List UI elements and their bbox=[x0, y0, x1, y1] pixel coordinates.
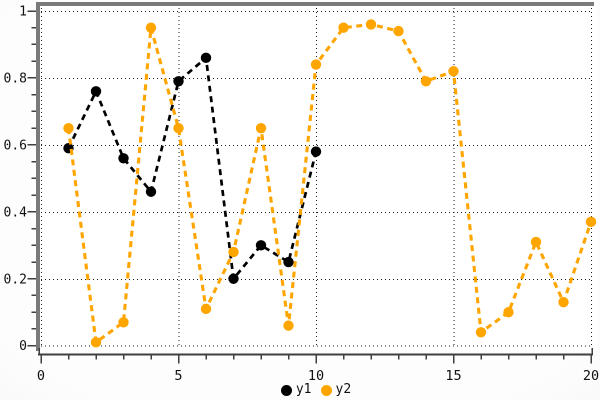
data-point-y2 bbox=[255, 122, 267, 134]
legend-item-y2: y2 bbox=[320, 382, 352, 397]
data-point-y1 bbox=[173, 76, 184, 87]
data-point-y2 bbox=[475, 327, 487, 338]
data-point-y1 bbox=[228, 273, 239, 284]
y-tick-label: 0.8 bbox=[4, 71, 27, 86]
data-point-y2 bbox=[310, 59, 322, 70]
series-line-y2 bbox=[66, 22, 593, 346]
data-point-y2 bbox=[448, 66, 459, 77]
legend-label: y1 bbox=[295, 382, 312, 397]
y-axis-labels: 0 0.2 0.4 0.6 0.8 1 bbox=[4, 5, 28, 355]
data-point-y1 bbox=[255, 240, 267, 251]
series-y2 bbox=[63, 19, 597, 348]
data-point-y2 bbox=[63, 122, 74, 134]
data-point-y2 bbox=[420, 76, 432, 87]
data-point-y1 bbox=[90, 86, 102, 97]
y-tick-label: 0.2 bbox=[4, 272, 27, 287]
y-tick-label: 0.6 bbox=[4, 138, 27, 153]
data-point-y1 bbox=[118, 153, 129, 164]
data-point-y1 bbox=[283, 256, 294, 268]
series-line-y1 bbox=[67, 55, 318, 283]
x-tick-label: 15 bbox=[445, 368, 461, 384]
data-point-y2 bbox=[145, 22, 157, 33]
data-point-y1 bbox=[310, 146, 322, 157]
data-point-y2 bbox=[118, 317, 129, 328]
data-point-y2 bbox=[365, 19, 377, 30]
plot-area bbox=[40, 6, 597, 352]
y-tick-label: 0.4 bbox=[4, 205, 28, 220]
legend-label: y2 bbox=[335, 382, 352, 397]
x-axis-labels: 0 5 10 15 20 bbox=[37, 368, 599, 384]
x-tick-label: 0 bbox=[37, 368, 45, 384]
plot-border bbox=[36, 2, 594, 351]
data-point-y2 bbox=[393, 25, 404, 37]
data-point-y1 bbox=[145, 186, 157, 197]
series-y1 bbox=[63, 52, 322, 284]
data-point-y2 bbox=[173, 122, 184, 134]
data-point-y2 bbox=[530, 236, 542, 248]
x-axis bbox=[38, 348, 593, 364]
data-point-y2 bbox=[503, 307, 514, 318]
x-tick-label: 10 bbox=[308, 368, 324, 384]
data-point-y2 bbox=[585, 216, 597, 228]
data-point-y2 bbox=[558, 296, 569, 308]
y-tick-label: 0 bbox=[19, 339, 27, 354]
data-point-y2 bbox=[283, 320, 294, 331]
data-point-y2 bbox=[228, 246, 239, 258]
legend-marker-y2-icon bbox=[320, 384, 332, 396]
x-tick-label: 5 bbox=[174, 368, 182, 384]
y-tick-label: 1 bbox=[19, 5, 27, 20]
legend-item-y1: y1 bbox=[280, 382, 312, 397]
legend-marker-y1-icon bbox=[280, 384, 292, 396]
data-point-y2 bbox=[338, 22, 349, 33]
x-tick-label: 20 bbox=[583, 368, 599, 384]
y-axis bbox=[27, 10, 36, 347]
data-point-y2 bbox=[90, 337, 102, 348]
data-point-y1 bbox=[200, 52, 212, 64]
data-point-y2 bbox=[200, 303, 212, 315]
chart-legend: y1 y2 bbox=[38, 381, 594, 399]
